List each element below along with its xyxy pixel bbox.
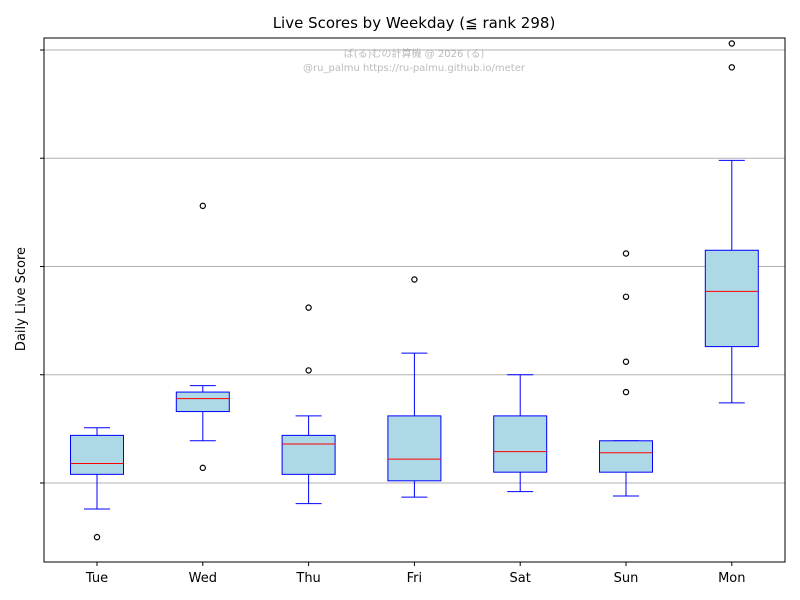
iqr-box: [599, 440, 653, 473]
iqr-box: [70, 434, 124, 475]
box-group-wed: [175, 202, 230, 472]
x-tick-label: Mon: [718, 571, 745, 586]
outlier-point: [622, 293, 630, 301]
box-group-fri: [387, 276, 442, 498]
outlier-point: [728, 64, 736, 71]
watermark-line-2: @ru_palmu https://ru-palmu.github.io/met…: [303, 63, 526, 74]
iqr-box: [175, 391, 230, 413]
x-ticks: Tue Wed Thu Fri Sat Sun Mon: [85, 562, 746, 586]
chart-title: Live Scores by Weekday (≦ rank 298): [273, 14, 556, 32]
x-tick-label: Sat: [510, 571, 531, 586]
box-group-sat: [493, 374, 548, 493]
x-tick-label: Thu: [295, 571, 320, 586]
box-group-tue: [70, 427, 124, 541]
box-group-sun: [599, 250, 653, 497]
iqr-box: [493, 415, 548, 473]
box-group-mon: [704, 40, 759, 404]
x-tick-label: Sun: [614, 571, 639, 586]
iqr-box: [281, 434, 336, 475]
iqr-box: [704, 249, 759, 348]
y-ticks: [40, 49, 44, 484]
outlier-point: [199, 202, 206, 210]
outlier-point: [305, 367, 312, 374]
boxes-layer: [70, 40, 759, 541]
box-group-thu: [281, 304, 336, 505]
x-tick-label: Tue: [85, 571, 108, 586]
outlier-point: [728, 40, 736, 47]
outlier-point: [622, 388, 630, 396]
outlier-point: [622, 250, 630, 257]
outlier-point: [622, 358, 630, 365]
grid-layer: [44, 49, 785, 484]
outlier-point: [93, 533, 101, 541]
outlier-point: [199, 464, 206, 472]
x-tick-label: Fri: [407, 571, 423, 586]
x-tick-label: Wed: [189, 571, 217, 586]
outlier-point: [411, 276, 418, 283]
y-axis-label: Daily Live Score: [14, 247, 29, 351]
outlier-point: [305, 304, 312, 311]
plot-frame: [43, 37, 786, 563]
watermark-line-1: ぱ(る)むの計算機 @ 2026 (る): [344, 47, 485, 60]
iqr-box: [387, 415, 442, 482]
